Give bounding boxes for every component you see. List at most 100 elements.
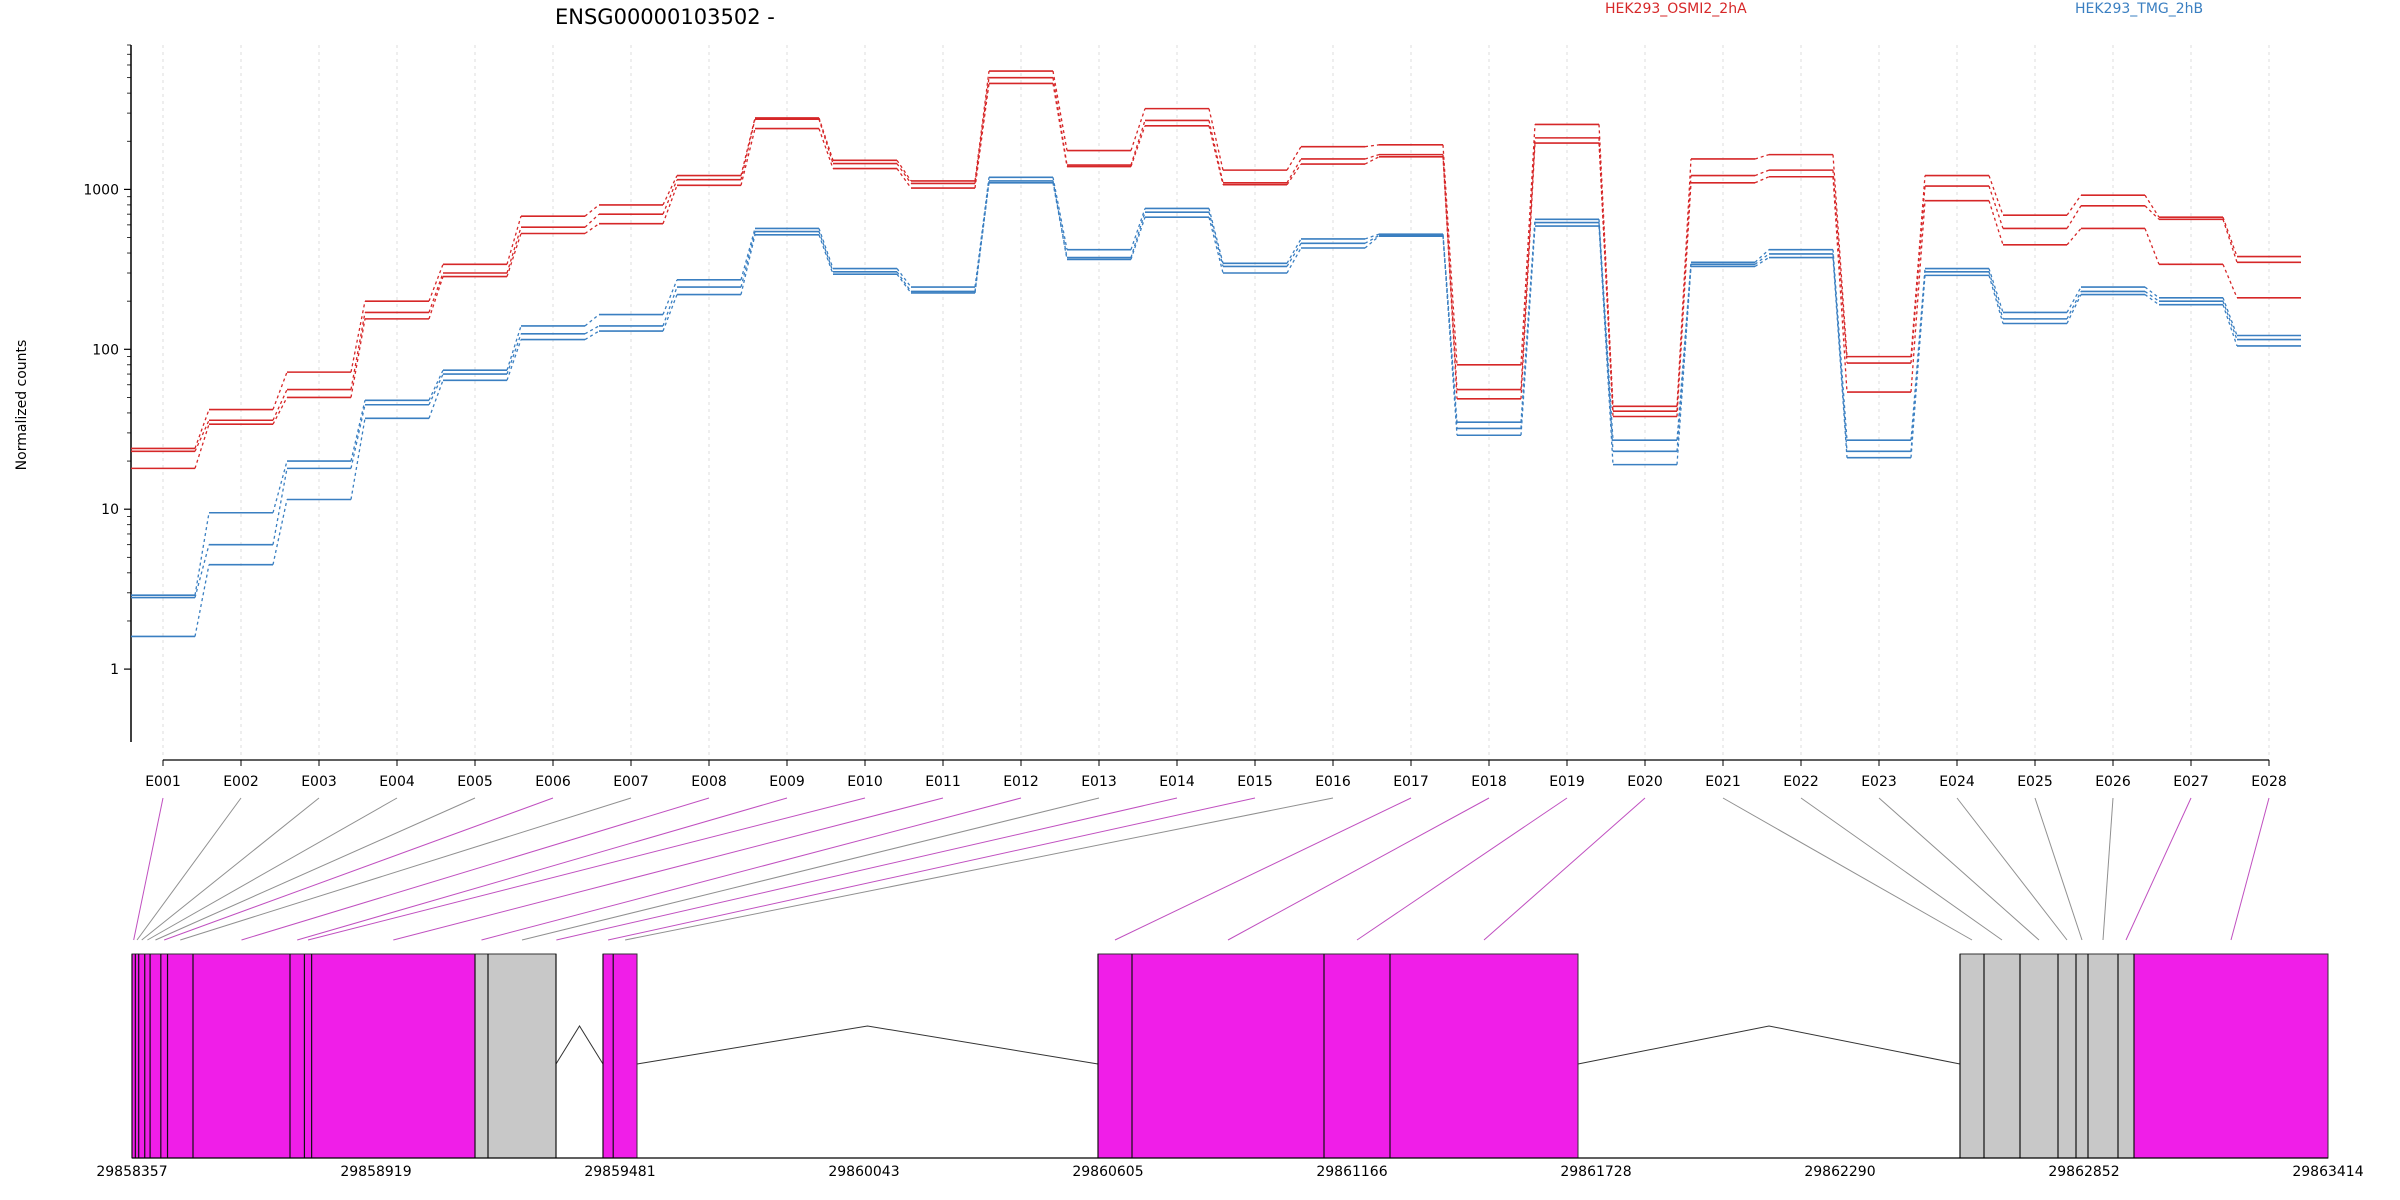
exon-transition-segment <box>1910 275 1926 458</box>
vertical-grid <box>162 45 2270 760</box>
y-tick-label: 1000 <box>83 182 119 198</box>
exon-transition-segment <box>1754 154 1770 160</box>
exon-transition-segment <box>1598 142 1614 417</box>
exon-transition-segment <box>818 228 834 269</box>
exon-transition-segment <box>506 333 522 375</box>
exon-transition-segment <box>350 404 366 469</box>
exon-transition-segment <box>896 159 912 182</box>
exon-transition-segment <box>740 228 756 280</box>
y-axis-label: Normalized counts <box>14 340 30 471</box>
exon-transition-segment <box>2066 228 2082 246</box>
x-tick-label: E002 <box>223 774 259 790</box>
series-line <box>131 180 2301 599</box>
exon-box <box>602 953 638 1159</box>
exon-transition-segment <box>1598 226 1614 465</box>
exon-transition-segment <box>1208 208 1224 264</box>
exon-box <box>131 953 194 1159</box>
exon-transition-segment <box>1364 233 1380 240</box>
exon-transition-segment <box>1052 83 1068 167</box>
exon-transition-segment <box>662 185 678 224</box>
exon-transition-segment <box>1364 144 1380 148</box>
exon-connector <box>2034 797 2083 941</box>
exon-transition-segment <box>1130 212 1146 258</box>
exon-transition-segment <box>1988 271 2004 320</box>
coordinate-label: 29860605 <box>1072 1164 1143 1180</box>
exon-transition-segment <box>1130 208 1146 250</box>
exon-transition-segment <box>506 227 522 274</box>
exon-transition-segment <box>272 389 288 421</box>
exon-transition-segment <box>740 234 756 295</box>
exon-transition-segment <box>818 118 834 164</box>
exon-transition-segment <box>740 231 756 288</box>
y-axis: 1 10 100 1000 <box>83 44 132 742</box>
exon-transition-segment <box>584 204 600 217</box>
exon-connector <box>136 797 242 941</box>
exon-transition-segment <box>1052 70 1068 151</box>
exon-transition-segment <box>662 279 678 315</box>
x-tick-label: E005 <box>457 774 493 790</box>
exon-box <box>474 953 489 1159</box>
x-tick-label: E016 <box>1315 774 1351 790</box>
exon-transition-segment <box>2144 228 2160 265</box>
exon-transition-segment <box>1910 200 1926 393</box>
exon-transition-segment <box>506 216 522 265</box>
exon-transition-segment <box>1754 253 1770 265</box>
exon-transition-segment <box>2144 205 2160 220</box>
gene-model <box>131 953 2329 1159</box>
exon-transition-segment <box>818 231 834 273</box>
exon-transition-segment <box>428 380 444 419</box>
exon-transition-segment <box>350 312 366 390</box>
x-tick-label: E013 <box>1081 774 1117 790</box>
exon-transition-segment <box>1988 175 2004 216</box>
exon-connector <box>2125 797 2192 941</box>
exon-transition-segment <box>1754 169 1770 177</box>
exon-transition-segment <box>1286 163 1302 186</box>
exon-transition-segment <box>1988 200 2004 246</box>
exon-connector <box>147 797 398 941</box>
exon-box <box>289 953 476 1159</box>
series-line <box>131 76 2301 453</box>
exon-transition-segment <box>2066 291 2082 320</box>
chart-title: ENSG00000103502 - <box>555 5 775 29</box>
exon-transition-segment <box>428 272 444 313</box>
exon-transition-segment <box>1208 125 1224 185</box>
exon-connector <box>521 797 1100 941</box>
y-tick-label: 1 <box>110 662 119 678</box>
exon-connector <box>481 797 1022 941</box>
exon-transition-segment <box>1364 234 1380 244</box>
legend-entry-condition-a: HEK293_OSMI2_2hA <box>1605 1 1747 17</box>
x-tick-label: E027 <box>2173 774 2209 790</box>
exon-transition-segment <box>2144 294 2160 306</box>
exon-transition-segment <box>1130 120 1146 166</box>
x-tick-label: E017 <box>1393 774 1429 790</box>
exon-connector <box>133 797 164 941</box>
coordinate-label: 29863414 <box>2292 1164 2363 1180</box>
exon-transition-segment <box>350 301 366 373</box>
x-tick-label: E018 <box>1471 774 1507 790</box>
series-lines <box>131 70 2301 638</box>
exon-transition-segment <box>740 117 756 176</box>
series-line <box>131 82 2301 470</box>
x-tick-label: E024 <box>1939 774 1975 790</box>
exon-box <box>2133 953 2329 1159</box>
exon-transition-segment <box>2222 264 2238 299</box>
exon-connector <box>1800 797 2003 941</box>
coordinate-label: 29858919 <box>340 1164 411 1180</box>
exon-connector <box>2102 797 2114 941</box>
exon-transition-segment <box>272 397 288 425</box>
exon-transition-segment <box>350 400 366 462</box>
exon-transition-segment <box>1754 256 1770 267</box>
exon-transition-segment <box>272 371 288 410</box>
exon-transition-segment <box>272 460 288 513</box>
exon-transition-segment <box>350 318 366 398</box>
exon-connector <box>180 797 632 941</box>
x-tick-label: E012 <box>1003 774 1039 790</box>
exon-box <box>192 953 291 1159</box>
exon-transition-segment <box>2144 286 2160 299</box>
exon-transition-segment <box>662 286 678 327</box>
x-tick-label: E023 <box>1861 774 1897 790</box>
series-line <box>131 181 2301 638</box>
legend: HEK293_OSMI2_2hA HEK293_TMG_2hB <box>1605 1 2203 17</box>
exon-transition-segment <box>1286 242 1302 267</box>
